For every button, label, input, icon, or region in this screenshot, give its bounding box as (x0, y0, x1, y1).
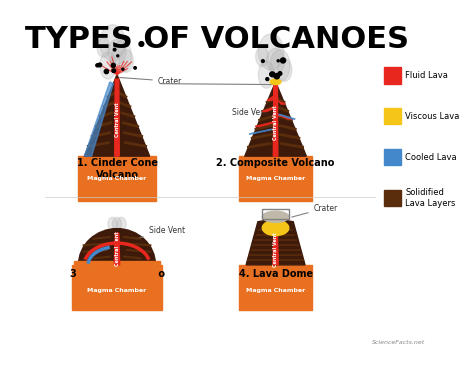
Polygon shape (245, 82, 306, 156)
Ellipse shape (255, 47, 268, 66)
Text: 1. Cinder Cone
Volcano: 1. Cinder Cone Volcano (76, 158, 157, 179)
Bar (384, 68, 401, 84)
Bar (79, 156, 155, 201)
Ellipse shape (108, 39, 126, 65)
Text: TYPES OF VOLCANOES: TYPES OF VOLCANOES (25, 25, 409, 54)
Polygon shape (262, 107, 277, 112)
Text: Crater: Crater (120, 77, 182, 86)
Bar (72, 265, 162, 310)
Text: 4. Lava Dome: 4. Lava Dome (238, 269, 313, 279)
Circle shape (111, 63, 115, 68)
Bar (239, 265, 312, 310)
Circle shape (134, 67, 137, 69)
Text: Fluid Lava: Fluid Lava (405, 71, 448, 80)
Polygon shape (274, 100, 286, 104)
Polygon shape (114, 233, 120, 265)
Bar (239, 156, 312, 201)
Text: Central Vent: Central Vent (273, 106, 278, 140)
Ellipse shape (277, 59, 292, 81)
Ellipse shape (119, 50, 133, 72)
Polygon shape (84, 75, 150, 156)
Text: Viscous Lava: Viscous Lava (405, 112, 459, 121)
Circle shape (112, 69, 116, 72)
Polygon shape (273, 84, 278, 156)
Ellipse shape (97, 37, 110, 57)
Text: Magma Chamber: Magma Chamber (87, 288, 146, 293)
Bar (384, 190, 401, 206)
Ellipse shape (90, 170, 144, 187)
Text: Side Vent: Side Vent (232, 109, 268, 117)
Text: Magma Chamber: Magma Chamber (87, 176, 146, 181)
Ellipse shape (270, 79, 281, 85)
Ellipse shape (112, 217, 121, 231)
Polygon shape (84, 82, 113, 156)
Ellipse shape (270, 50, 290, 81)
Text: Magma Chamber: Magma Chamber (246, 288, 305, 293)
Polygon shape (273, 234, 278, 265)
Circle shape (139, 42, 144, 46)
Polygon shape (274, 115, 292, 119)
Text: Central Vent: Central Vent (115, 231, 119, 266)
Text: Side Vent: Side Vent (136, 226, 185, 239)
Text: 3. Shield Volcano: 3. Shield Volcano (70, 269, 164, 279)
Text: Central Vent: Central Vent (273, 232, 278, 267)
Circle shape (266, 78, 269, 81)
Text: ScienceFacts.net: ScienceFacts.net (372, 339, 425, 345)
Bar (384, 108, 401, 125)
Circle shape (117, 55, 119, 57)
Ellipse shape (79, 229, 155, 301)
Circle shape (270, 72, 275, 77)
Text: Central Vent: Central Vent (115, 102, 119, 137)
Circle shape (122, 68, 124, 70)
Circle shape (274, 73, 280, 79)
Ellipse shape (111, 41, 131, 72)
Circle shape (104, 69, 109, 73)
Ellipse shape (258, 61, 274, 88)
Ellipse shape (108, 217, 117, 231)
Polygon shape (246, 219, 305, 265)
Ellipse shape (100, 52, 116, 79)
Bar (74, 261, 160, 267)
Circle shape (278, 72, 282, 75)
Circle shape (98, 63, 101, 67)
Bar (384, 149, 401, 165)
Polygon shape (249, 129, 273, 134)
Ellipse shape (248, 170, 303, 187)
Text: Solidified
Lava Layers: Solidified Lava Layers (405, 188, 456, 207)
Ellipse shape (262, 211, 289, 222)
Circle shape (270, 72, 273, 76)
Circle shape (113, 48, 116, 51)
Polygon shape (267, 96, 277, 100)
Text: Cooled Lava: Cooled Lava (405, 153, 457, 162)
Text: Crater: Crater (292, 204, 338, 217)
Ellipse shape (262, 220, 289, 236)
Circle shape (262, 60, 264, 62)
Circle shape (281, 58, 285, 63)
Circle shape (96, 64, 99, 67)
Text: Magma Chamber: Magma Chamber (246, 176, 305, 181)
Ellipse shape (258, 34, 284, 70)
Circle shape (277, 60, 279, 62)
Bar (77, 265, 157, 303)
Ellipse shape (100, 25, 125, 61)
Ellipse shape (248, 283, 303, 298)
Ellipse shape (117, 217, 126, 231)
Polygon shape (115, 79, 119, 156)
Polygon shape (278, 115, 295, 119)
Polygon shape (255, 122, 277, 126)
Ellipse shape (88, 283, 146, 298)
Ellipse shape (266, 48, 284, 74)
Text: 2. Composite Volcano: 2. Composite Volcano (216, 158, 335, 168)
